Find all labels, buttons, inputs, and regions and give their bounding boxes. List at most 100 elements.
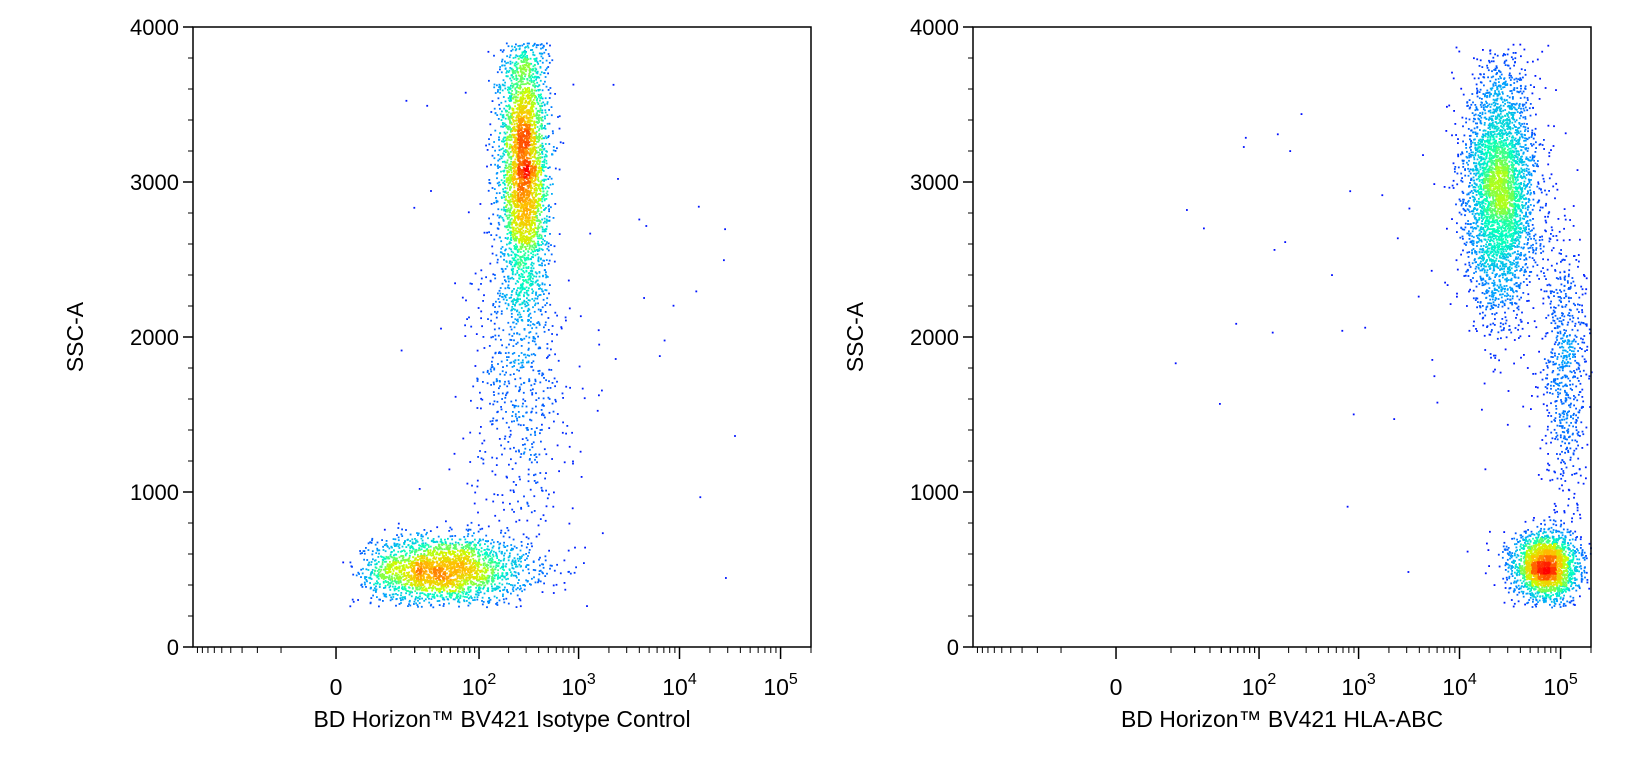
event-point [367,549,370,551]
event-point [527,468,530,471]
event-point [516,223,519,226]
event-point [516,300,519,303]
event-point [516,419,519,422]
event-point [530,362,533,364]
event-point [539,264,542,267]
event-point [506,527,509,529]
event-point [537,397,540,400]
event-point [543,293,545,295]
event-point [536,272,538,275]
event-point [543,230,546,233]
event-point [470,546,473,549]
event-point [504,225,506,228]
event-point [541,226,544,229]
event-point [493,595,496,598]
event-point [400,555,402,558]
event-point [384,579,387,582]
event-point [478,540,480,543]
event-point [556,147,558,150]
event-point [460,553,463,555]
event-point [515,54,518,57]
event-point [559,572,562,575]
event-point [526,42,529,45]
event-point [442,587,445,590]
event-point [494,129,497,132]
event-point [351,565,353,568]
event-point [523,78,526,80]
event-point [410,562,413,564]
event-point [522,402,524,405]
event-point [528,87,530,89]
event-point [513,365,515,367]
event-point [471,573,474,576]
event-point [432,539,434,542]
event-point [504,237,507,239]
event-point [369,582,371,584]
event-point [392,560,395,562]
event-point [494,149,496,152]
event-point [387,582,390,585]
event-point [490,577,493,580]
event-point [512,411,514,413]
event-point [545,379,547,382]
event-point [435,589,438,592]
event-point [551,130,554,133]
event-point [532,280,534,283]
event-point [373,583,375,586]
event-point [532,142,535,145]
event-point [457,598,460,601]
event-point [409,546,412,548]
event-point [500,71,503,74]
event-point [466,543,469,546]
event-point [445,520,447,523]
event-point [483,567,486,569]
event-point [493,587,495,590]
event-point [550,348,552,351]
event-point [493,328,496,331]
event-point [524,356,527,359]
event-point [498,289,501,292]
event-point [520,243,523,245]
event-point [512,481,515,483]
event-point [537,89,540,91]
event-point [532,353,535,355]
event-point [372,594,374,597]
event-point [551,402,554,405]
event-point [526,557,528,560]
event-point [480,547,483,549]
event-point [387,556,390,558]
event-point [469,528,472,531]
event-point [519,558,521,560]
event-point [463,560,465,563]
event-point [511,415,514,417]
event-point [516,318,519,321]
event-point [538,249,541,252]
event-point [506,208,509,211]
event-point [408,576,410,578]
event-point [533,113,535,116]
event-point [488,601,491,603]
event-point [397,550,400,553]
event-point [524,257,527,260]
event-point [514,273,517,276]
event-point [538,226,541,229]
event-point [532,569,535,571]
event-point [537,240,539,243]
event-point [387,563,390,566]
event-point [511,61,514,64]
event-point [540,43,543,45]
event-point [405,529,407,531]
event-point [395,561,398,564]
event-point [434,591,437,594]
event-point [439,552,441,555]
event-point [378,568,381,571]
event-point [510,138,513,141]
event-point [511,163,514,166]
event-point [496,494,499,496]
event-point [487,318,489,320]
event-point [468,541,471,544]
event-point [537,230,540,233]
event-point [448,602,450,605]
event-point [494,338,497,341]
event-point [450,553,452,556]
